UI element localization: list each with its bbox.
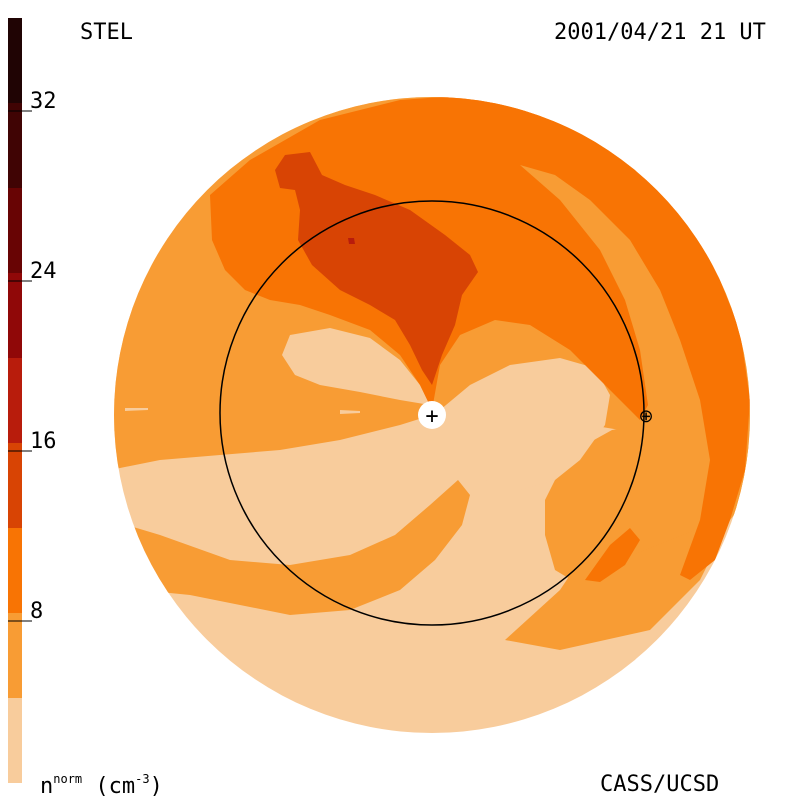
colorbar-band-3 xyxy=(8,528,22,613)
colorbar-tick-label-16: 16 xyxy=(30,429,57,454)
units-label: nnorm (cm-3) xyxy=(40,772,163,799)
density-level-2-band-lower xyxy=(114,480,470,615)
density-level-1-lobe-right xyxy=(440,358,610,490)
instrument-label: STEL xyxy=(80,20,133,45)
earth-orbit-circle xyxy=(219,200,645,626)
colorbar-tick-label-32: 32 xyxy=(30,89,57,114)
density-level-4-region xyxy=(275,152,478,385)
colorbar-tick-label-24: 24 xyxy=(30,259,57,284)
earth-marker-symbol: ⊕ xyxy=(638,406,653,427)
density-level-5-speck xyxy=(348,238,355,244)
colorbar-tick-label-8: 8 xyxy=(30,599,44,624)
density-level-1-lobe-left xyxy=(282,328,430,405)
timestamp-label: 2001/04/21 21 UT xyxy=(554,20,766,45)
units-open: (cm xyxy=(95,774,136,799)
colorbar-band-4 xyxy=(8,443,22,528)
density-level-3-band-south xyxy=(585,528,640,582)
colorbar-band-5 xyxy=(8,358,22,443)
density-streak-left xyxy=(340,410,360,414)
sun-marker-symbol: + xyxy=(425,404,438,429)
credit-label: CASS/UCSD xyxy=(600,772,720,797)
units-exponent: -3 xyxy=(135,772,150,786)
colorbar-band-6 xyxy=(8,273,22,358)
sun-marker-disc xyxy=(418,401,446,429)
colorbar xyxy=(8,18,32,783)
units-close: ) xyxy=(149,774,163,799)
colorbar-band-2 xyxy=(8,613,22,698)
colorbar-band-9 xyxy=(8,18,22,103)
colorbar-band-7 xyxy=(8,188,22,273)
density-streak-west-edge xyxy=(125,408,148,411)
units-superscript: norm xyxy=(53,772,83,786)
units-symbol: n xyxy=(40,774,54,799)
colorbar-band-1 xyxy=(8,698,22,783)
colorbar-band-8 xyxy=(8,103,22,188)
